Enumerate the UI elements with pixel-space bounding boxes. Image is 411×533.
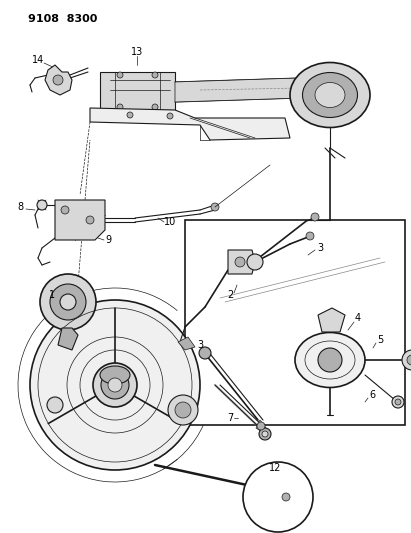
Circle shape xyxy=(86,216,94,224)
Circle shape xyxy=(175,402,191,418)
Polygon shape xyxy=(228,250,255,274)
Text: 12: 12 xyxy=(269,463,281,473)
Text: 14: 14 xyxy=(32,55,44,65)
Text: 2: 2 xyxy=(227,290,233,300)
Circle shape xyxy=(152,72,158,78)
Ellipse shape xyxy=(302,72,358,117)
Text: 9: 9 xyxy=(105,235,111,245)
Circle shape xyxy=(395,399,401,405)
Polygon shape xyxy=(256,420,266,432)
Text: 3: 3 xyxy=(197,340,203,350)
Text: 4: 4 xyxy=(355,313,361,323)
Polygon shape xyxy=(58,328,78,350)
Circle shape xyxy=(152,104,158,110)
Circle shape xyxy=(117,104,123,110)
Circle shape xyxy=(167,113,173,119)
Circle shape xyxy=(93,363,137,407)
Text: 13: 13 xyxy=(131,47,143,57)
Circle shape xyxy=(282,493,290,501)
Polygon shape xyxy=(100,72,175,110)
Circle shape xyxy=(60,294,76,310)
Circle shape xyxy=(306,232,314,240)
Circle shape xyxy=(211,203,219,211)
Circle shape xyxy=(127,112,133,118)
Text: 10: 10 xyxy=(164,217,176,227)
Circle shape xyxy=(199,347,211,359)
Circle shape xyxy=(243,462,313,532)
Bar xyxy=(185,220,405,425)
Polygon shape xyxy=(318,308,345,332)
Circle shape xyxy=(30,300,200,470)
Ellipse shape xyxy=(100,366,130,384)
Circle shape xyxy=(168,395,198,425)
Circle shape xyxy=(257,422,265,430)
Circle shape xyxy=(247,254,263,270)
Ellipse shape xyxy=(295,333,365,387)
Circle shape xyxy=(40,274,96,330)
Circle shape xyxy=(262,431,268,437)
Circle shape xyxy=(235,257,245,267)
Polygon shape xyxy=(178,337,195,350)
Circle shape xyxy=(47,397,63,413)
Text: 1: 1 xyxy=(49,290,55,300)
Polygon shape xyxy=(55,200,105,240)
Text: 5: 5 xyxy=(377,335,383,345)
Text: 9108  8300: 9108 8300 xyxy=(28,14,97,24)
Circle shape xyxy=(108,378,122,392)
Text: 3: 3 xyxy=(317,243,323,253)
Circle shape xyxy=(311,213,319,221)
Polygon shape xyxy=(175,78,300,102)
Circle shape xyxy=(392,396,404,408)
Circle shape xyxy=(117,72,123,78)
Circle shape xyxy=(402,350,411,370)
Ellipse shape xyxy=(315,83,345,108)
Text: 6: 6 xyxy=(369,390,375,400)
Circle shape xyxy=(318,348,342,372)
Circle shape xyxy=(53,75,63,85)
Text: 7: 7 xyxy=(227,413,233,423)
Circle shape xyxy=(50,284,86,320)
Circle shape xyxy=(101,371,129,399)
Circle shape xyxy=(407,355,411,365)
Polygon shape xyxy=(90,108,290,140)
Circle shape xyxy=(61,206,69,214)
Circle shape xyxy=(37,200,47,210)
Circle shape xyxy=(259,428,271,440)
Text: 8: 8 xyxy=(17,202,23,212)
Ellipse shape xyxy=(290,62,370,127)
Polygon shape xyxy=(45,65,72,95)
